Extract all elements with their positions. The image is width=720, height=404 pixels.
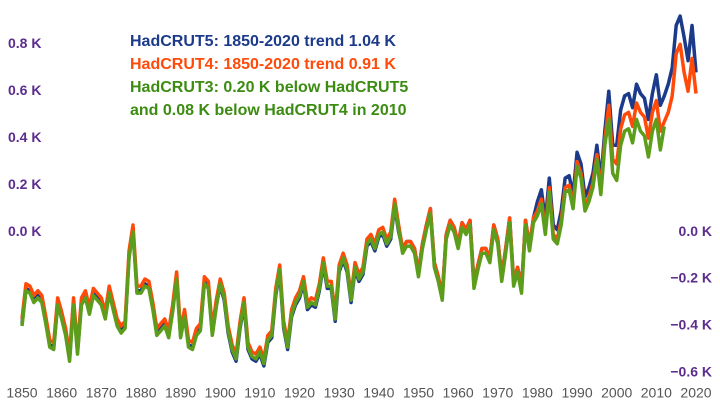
x-tick-label: 1950 <box>403 385 434 401</box>
x-tick-label: 2020 <box>680 385 711 401</box>
y-tick-label: 0.2 K <box>8 176 41 192</box>
y-tick-label: 0.0 K <box>8 223 41 239</box>
y-tick-label: 0.8 K <box>8 35 41 51</box>
x-tick-label: 1940 <box>363 385 394 401</box>
x-tick-label: 1870 <box>86 385 117 401</box>
x-tick-label: 1920 <box>284 385 315 401</box>
y2-tick-label: −0.2 K <box>670 270 712 286</box>
x-tick-label: 1970 <box>482 385 513 401</box>
x-tick-label: 1850 <box>6 385 37 401</box>
x-tick-label: 2010 <box>641 385 672 401</box>
x-tick-label: 1960 <box>443 385 474 401</box>
x-tick-label: 1930 <box>324 385 355 401</box>
x-tick-label: 1900 <box>205 385 236 401</box>
x-tick-label: 1910 <box>244 385 275 401</box>
y2-tick-label: −0.4 K <box>670 317 712 333</box>
series-line <box>20 117 667 366</box>
annotation: HadCRUT4: 1850-2020 trend 0.91 K <box>130 56 396 73</box>
annotation: HadCRUT5: 1850-2020 trend 1.04 K <box>130 33 396 50</box>
annotation: and 0.08 K below HadCRUT4 in 2010 <box>130 102 407 119</box>
y2-tick-label: −0.6 K <box>670 364 712 380</box>
x-tick-label: 1880 <box>125 385 156 401</box>
y-tick-label: 0.4 K <box>8 129 41 145</box>
x-tick-label: 1860 <box>46 385 77 401</box>
annotation: HadCRUT3: 0.20 K below HadCRUT5 <box>130 79 408 96</box>
x-tick-label: 1890 <box>165 385 196 401</box>
x-tick-label: 2000 <box>601 385 632 401</box>
y2-tick-label: 0.0 K <box>679 223 712 239</box>
y-tick-label: 0.6 K <box>8 82 41 98</box>
x-tick-label: 1980 <box>522 385 553 401</box>
x-tick-label: 1990 <box>561 385 592 401</box>
